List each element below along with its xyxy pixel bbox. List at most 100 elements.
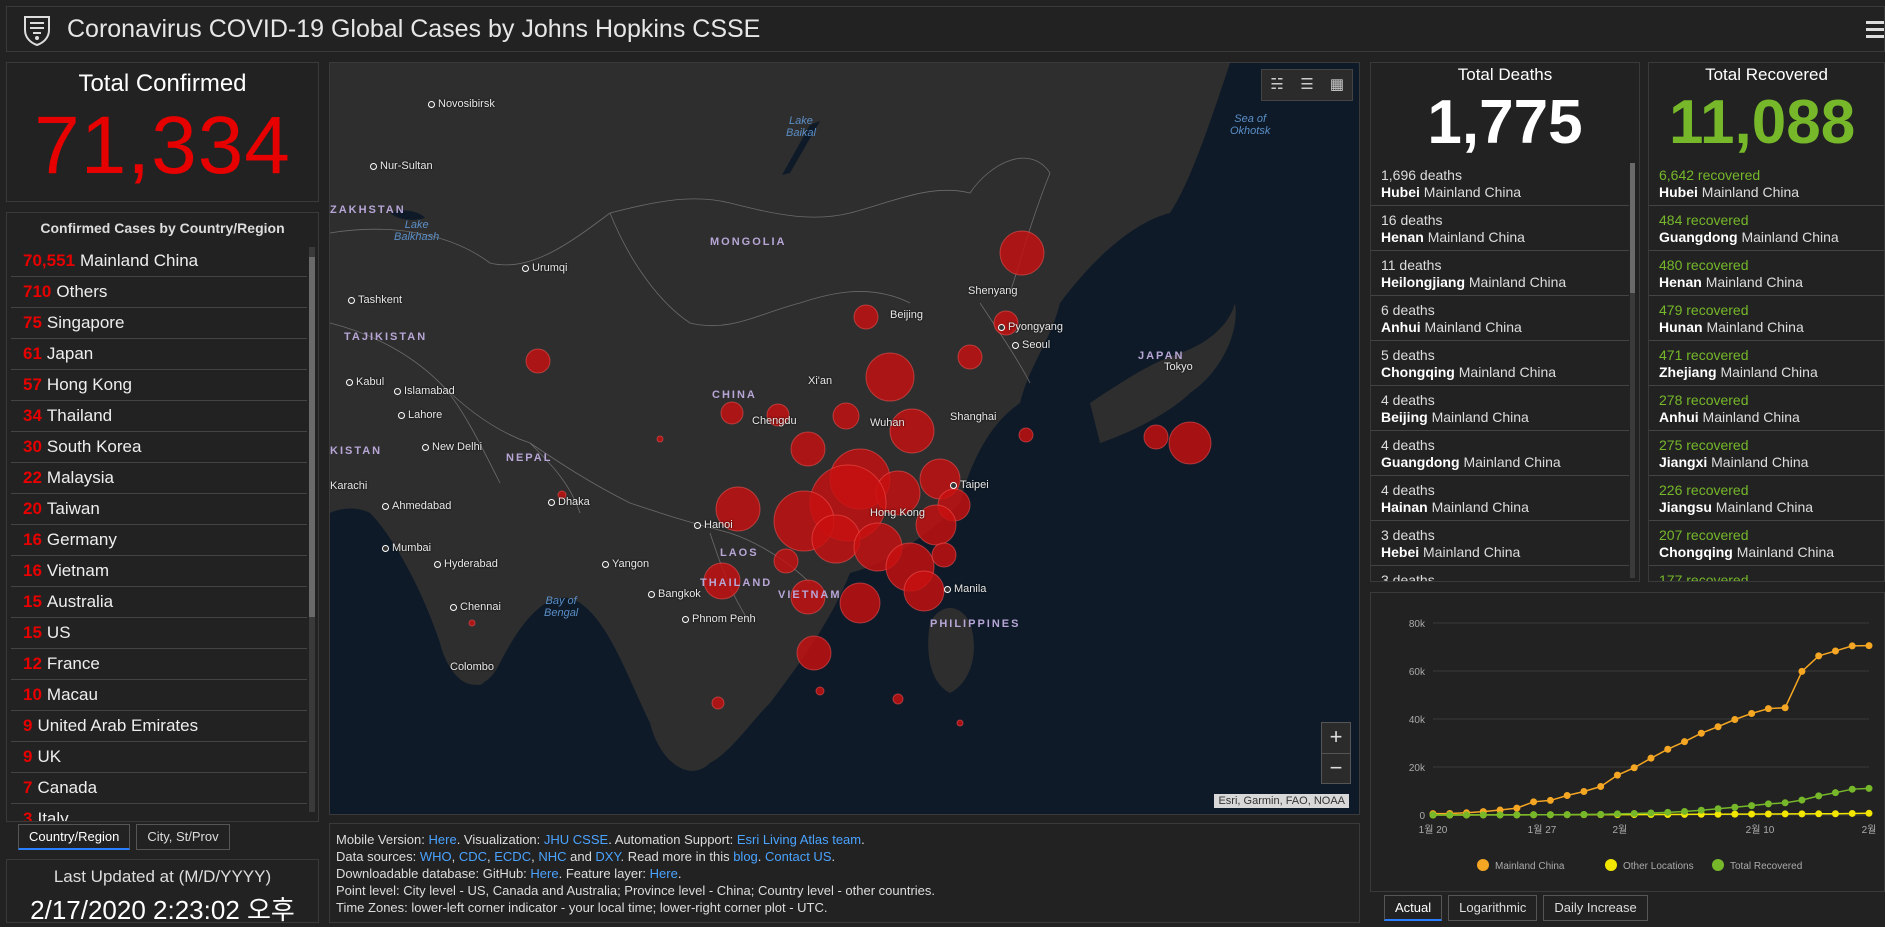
feature-layer-link[interactable]: Here (649, 866, 678, 881)
case-bubble[interactable] (889, 408, 935, 454)
case-bubble[interactable] (811, 514, 861, 564)
deaths-row[interactable]: 5 deaths Chongqing Mainland China (1371, 341, 1629, 386)
series-point (1530, 798, 1538, 806)
case-bubble[interactable] (790, 431, 826, 467)
case-bubble[interactable] (773, 548, 799, 574)
deaths-row[interactable]: 11 deaths Heilongjiang Mainland China (1371, 251, 1629, 296)
recovered-row[interactable]: 471 recovered Zhejiang Mainland China (1649, 341, 1884, 386)
nhc-link[interactable]: NHC (538, 849, 567, 864)
map-view[interactable]: Novosibirsk Nur-Sultan Urumqi Tashkent Kabul… (329, 62, 1360, 815)
blog-link[interactable]: blog (733, 849, 758, 864)
case-bubble[interactable] (815, 686, 825, 696)
case-bubble[interactable] (956, 719, 964, 727)
case-bubble[interactable] (1168, 421, 1212, 465)
case-bubble[interactable] (999, 230, 1045, 276)
country-name: Australia (46, 592, 114, 611)
recovered-row[interactable]: 207 recovered Chongqing Mainland China (1649, 521, 1884, 566)
country-row[interactable]: 3 Italy (11, 804, 307, 821)
case-bubble[interactable] (720, 401, 744, 425)
recovered-row[interactable]: 484 recovered Guangdong Mainland China (1649, 206, 1884, 251)
deaths-row[interactable]: 16 deaths Henan Mainland China (1371, 206, 1629, 251)
github-link[interactable]: Here (530, 866, 559, 881)
country-row[interactable]: 710 Others (11, 277, 307, 308)
recovered-row[interactable]: 479 recovered Hunan Mainland China (1649, 296, 1884, 341)
case-bubble[interactable] (892, 693, 904, 705)
case-bubble[interactable] (711, 696, 725, 710)
bookmark-icon[interactable]: ☵ (1270, 76, 1284, 93)
deaths-row[interactable]: 3 deaths (1371, 566, 1629, 581)
mobile-version-link[interactable]: Here (428, 832, 457, 847)
deaths-list-scrollbar[interactable] (1630, 163, 1635, 578)
country-row[interactable]: 22 Malaysia (11, 463, 307, 494)
case-bubble[interactable] (703, 562, 741, 600)
hamburger-menu-icon[interactable] (1866, 17, 1884, 41)
country-row[interactable]: 70,551 Mainland China (11, 246, 307, 277)
qr-code-icon[interactable]: ▦ (1329, 76, 1345, 93)
deaths-row[interactable]: 1,696 deaths Hubei Mainland China (1371, 161, 1629, 206)
case-bubble[interactable] (468, 619, 476, 627)
jhu-csse-link[interactable]: JHU CSSE (543, 832, 609, 847)
case-bubble[interactable] (915, 504, 957, 546)
who-link[interactable]: WHO (419, 849, 452, 864)
recovered-row[interactable]: 177 recovered (1649, 566, 1884, 581)
country-row[interactable]: 10 Macau (11, 680, 307, 711)
case-bubble[interactable] (525, 348, 551, 374)
country-row[interactable]: 9 UK (11, 742, 307, 773)
case-bubble[interactable] (790, 579, 826, 615)
deaths-row[interactable]: 4 deaths Guangdong Mainland China (1371, 431, 1629, 476)
country-row[interactable]: 12 France (11, 649, 307, 680)
country-row[interactable]: 9 United Arab Emirates (11, 711, 307, 742)
series-point (1446, 811, 1454, 819)
case-bubble[interactable] (865, 352, 915, 402)
case-bubble[interactable] (766, 403, 790, 427)
country-row[interactable]: 7 Canada (11, 773, 307, 804)
tab-actual[interactable]: Actual (1384, 895, 1443, 921)
contact-us-link[interactable]: Contact US (765, 849, 832, 864)
tab-country-region[interactable]: Country/Region (18, 824, 131, 850)
ecdc-link[interactable]: ECDC (494, 849, 532, 864)
country-row[interactable]: 30 South Korea (11, 432, 307, 463)
total-confirmed-value: 71,334 (34, 100, 291, 191)
country-row[interactable]: 34 Thailand (11, 401, 307, 432)
case-bubble[interactable] (796, 635, 832, 671)
zoom-out-button[interactable]: − (1322, 753, 1350, 783)
country-row[interactable]: 16 Germany (11, 525, 307, 556)
country-list-scrollbar[interactable] (309, 247, 315, 812)
case-bubble[interactable] (903, 570, 945, 612)
country-row[interactable]: 57 Hong Kong (11, 370, 307, 401)
country-row[interactable]: 15 US (11, 618, 307, 649)
country-row[interactable]: 75 Singapore (11, 308, 307, 339)
tab-city-state-province[interactable]: City, St/Prov (136, 824, 230, 850)
case-bubble[interactable] (853, 304, 879, 330)
country-row[interactable]: 61 Japan (11, 339, 307, 370)
zoom-in-button[interactable]: + (1329, 724, 1343, 749)
recovered-row[interactable]: 6,642 recovered Hubei Mainland China (1649, 161, 1884, 206)
case-bubble[interactable] (1018, 427, 1034, 443)
esri-living-atlas-link[interactable]: Esri Living Atlas team (736, 832, 862, 847)
case-bubble[interactable] (656, 435, 664, 443)
case-bubble[interactable] (931, 542, 957, 568)
legend-list-icon[interactable]: ☰ (1300, 76, 1314, 93)
country-row[interactable]: 20 Taiwan (11, 494, 307, 525)
dxy-link[interactable]: DXY (595, 849, 621, 864)
deaths-region: Mainland China (1458, 364, 1557, 380)
series-point (1781, 799, 1789, 807)
recovered-row[interactable]: 226 recovered Jiangsu Mainland China (1649, 476, 1884, 521)
deaths-row[interactable]: 3 deaths Hebei Mainland China (1371, 521, 1629, 566)
country-row[interactable]: 16 Vietnam (11, 556, 307, 587)
recovered-row[interactable]: 278 recovered Anhui Mainland China (1649, 386, 1884, 431)
recovered-row[interactable]: 275 recovered Jiangxi Mainland China (1649, 431, 1884, 476)
case-bubbles[interactable] (468, 230, 1212, 727)
deaths-row[interactable]: 6 deaths Anhui Mainland China (1371, 296, 1629, 341)
cdc-link[interactable]: CDC (458, 849, 488, 864)
deaths-row[interactable]: 4 deaths Hainan Mainland China (1371, 476, 1629, 521)
tab-logarithmic[interactable]: Logarithmic (1448, 895, 1538, 921)
deaths-row[interactable]: 4 deaths Beijing Mainland China (1371, 386, 1629, 431)
tab-daily-increase[interactable]: Daily Increase (1543, 895, 1648, 921)
case-bubble[interactable] (839, 582, 881, 624)
country-row[interactable]: 15 Australia (11, 587, 307, 618)
recovered-row[interactable]: 480 recovered Henan Mainland China (1649, 251, 1884, 296)
case-bubble[interactable] (832, 402, 860, 430)
case-bubble[interactable] (957, 344, 983, 370)
case-bubble[interactable] (1143, 424, 1169, 450)
